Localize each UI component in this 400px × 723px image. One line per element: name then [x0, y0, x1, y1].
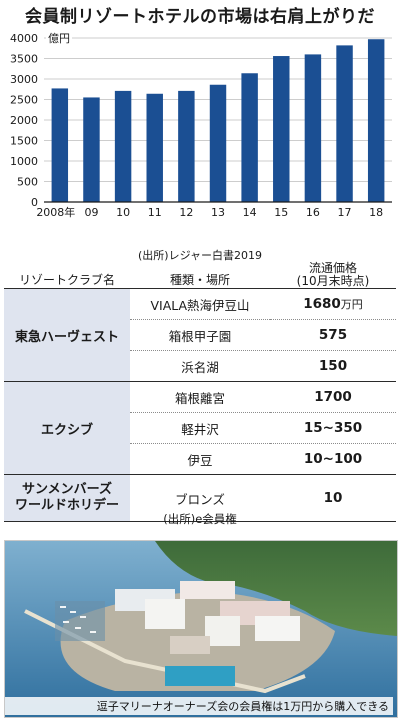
- x-tick-label: 15: [274, 206, 288, 219]
- price-cell: 10~100: [270, 443, 396, 475]
- table-row: エクシブ 箱根離宮 1700: [4, 381, 396, 475]
- price-cell: 1700: [270, 381, 396, 413]
- price-value: 1700: [314, 389, 352, 405]
- x-tick-label: 18: [369, 206, 383, 219]
- price-cell: 575: [270, 319, 396, 351]
- table-row: サンメンバーズ ワールドホリデー ブロンズ 10: [4, 474, 396, 522]
- y-tick-label: 500: [17, 176, 38, 189]
- type-cell: VIALA熱海伊豆山: [130, 288, 270, 320]
- type-cell: 箱根離宮: [130, 381, 270, 413]
- y-axis-labels: 0 500 1000 1500 2000 2500 3000 3500 4000: [10, 32, 38, 209]
- header-club: リゾートクラブ名: [18, 273, 115, 287]
- y-tick-label: 2000: [10, 114, 38, 127]
- y-tick-label: 4000: [10, 32, 38, 45]
- bar: [146, 93, 163, 202]
- header-type: 種類・場所: [169, 273, 230, 287]
- bar: [178, 90, 195, 202]
- chart-bars: [51, 39, 385, 203]
- club-name-line1: サンメンバーズ: [22, 482, 112, 497]
- price-value: 10: [323, 490, 343, 506]
- bar: [83, 97, 100, 202]
- bar: [241, 73, 258, 202]
- x-axis-labels: 2008年 09 10 11 12 13 14 15 16 17 18: [36, 205, 383, 219]
- photo-caption: 逗子マリーナオーナーズ会の会員権は1万円から購入できる: [5, 697, 393, 715]
- club-name: エクシブ: [4, 381, 130, 475]
- price-cell: 150: [270, 350, 396, 382]
- type-cell: 箱根甲子園: [130, 319, 270, 351]
- x-tick-label: 17: [338, 206, 352, 219]
- x-tick-label: 14: [243, 206, 257, 219]
- marina-photo-illustration: [5, 541, 397, 717]
- price-value: 10~100: [303, 451, 363, 467]
- price-value: 1680: [303, 296, 341, 312]
- header-price: 流通価格 (10月末時点): [270, 262, 396, 289]
- type-cell: 軽井沢: [130, 412, 270, 444]
- header-price-line1: 流通価格: [308, 261, 357, 275]
- page-title: 会員制リゾートホテルの市場は右肩上がりだ: [25, 7, 375, 27]
- y-axis-unit-label: 億円: [48, 32, 70, 45]
- price-unit: 万円: [340, 298, 363, 311]
- type-cell: 伊豆: [130, 443, 270, 475]
- club-name-line2: ワールドホリデー: [14, 498, 119, 513]
- x-tick-label: 10: [116, 206, 130, 219]
- header-price-line2: (10月末時点): [296, 274, 370, 288]
- price-value: 575: [318, 327, 348, 343]
- bar: [51, 88, 69, 202]
- x-tick-label: 2008年: [36, 205, 75, 219]
- bar: [273, 56, 290, 202]
- bar: [114, 90, 132, 202]
- bar-chart: 0 500 1000 1500 2000 2500 3000 3500 4000 2008年 09…: [10, 31, 392, 219]
- table-row: 浜名湖 150: [4, 350, 396, 382]
- price-cell: 1680万円: [270, 288, 396, 320]
- table-row: 東急ハーヴェスト VIALA熱海伊豆山 1680万円: [4, 288, 396, 382]
- price-value: 15~350: [303, 420, 363, 436]
- chart-source: (出所)レジャー白書2019: [137, 249, 263, 262]
- bar: [336, 45, 353, 202]
- x-tick-label: 16: [306, 206, 320, 219]
- y-tick-label: 0: [31, 196, 38, 209]
- x-tick-label: 11: [148, 206, 162, 219]
- bar: [367, 39, 385, 203]
- resort-club-table: リゾートクラブ名 種類・場所 流通価格 (10月末時点) 東急ハーヴェスト VI…: [4, 262, 396, 522]
- bar: [304, 54, 322, 203]
- price-value: 150: [318, 358, 348, 374]
- table-row: 箱根甲子園 575: [4, 319, 396, 351]
- y-tick-label: 2500: [10, 94, 38, 107]
- unit-label-backing: [46, 31, 72, 46]
- x-tick-label: 12: [179, 206, 193, 219]
- table-row: 伊豆 10~100: [4, 443, 396, 475]
- table-row: 軽井沢 15~350: [4, 412, 396, 444]
- type-cell: ブロンズ: [130, 474, 270, 522]
- price-cell: 15~350: [270, 412, 396, 444]
- price-cell: 10: [270, 474, 396, 522]
- marina-aerial-photo: 逗子マリーナオーナーズ会の会員権は1万円から購入できる: [4, 540, 398, 718]
- y-tick-label: 3000: [10, 73, 38, 86]
- y-tick-label: 1000: [10, 155, 38, 168]
- club-name: サンメンバーズ ワールドホリデー: [4, 474, 130, 522]
- y-tick-label: 1500: [10, 135, 38, 148]
- type-cell: 浜名湖: [130, 350, 270, 382]
- club-name: 東急ハーヴェスト: [4, 288, 130, 382]
- x-tick-label: 09: [84, 206, 98, 219]
- table-source: (出所)e会員権: [163, 512, 237, 526]
- x-tick-label: 13: [211, 206, 225, 219]
- bar: [209, 84, 227, 202]
- y-tick-label: 3500: [10, 53, 38, 66]
